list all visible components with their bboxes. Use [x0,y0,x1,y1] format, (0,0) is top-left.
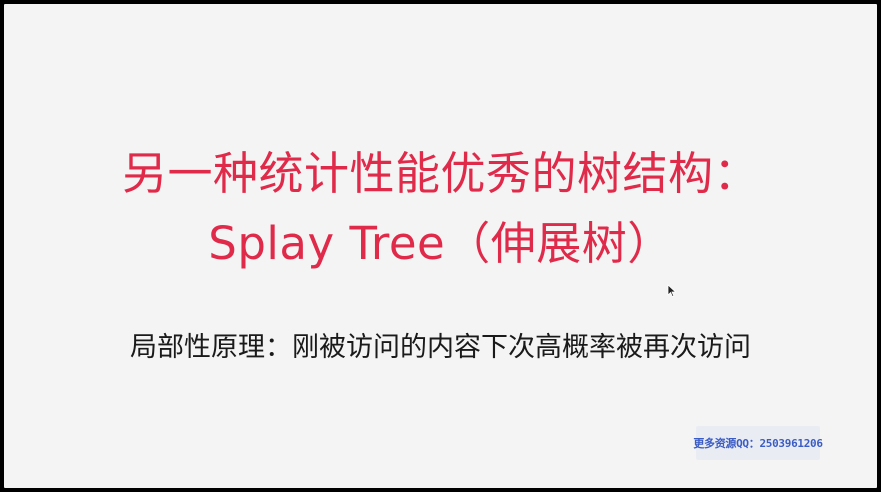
mouse-pointer-icon [667,284,677,298]
slide-frame: 另一种统计性能优秀的树结构： Splay Tree（伸展树） 局部性原理：刚被访… [4,4,877,488]
qq-watermark: 更多资源QQ：2503961206 [693,426,823,460]
slide-title-line-1: 另一种统计性能优秀的树结构： [121,147,759,200]
slide-subtitle: 局部性原理：刚被访问的内容下次高概率被再次访问 [130,332,751,363]
qq-watermark-text: 更多资源QQ：2503961206 [693,437,823,450]
slide-title-line-2: Splay Tree（伸展树） [208,217,673,270]
